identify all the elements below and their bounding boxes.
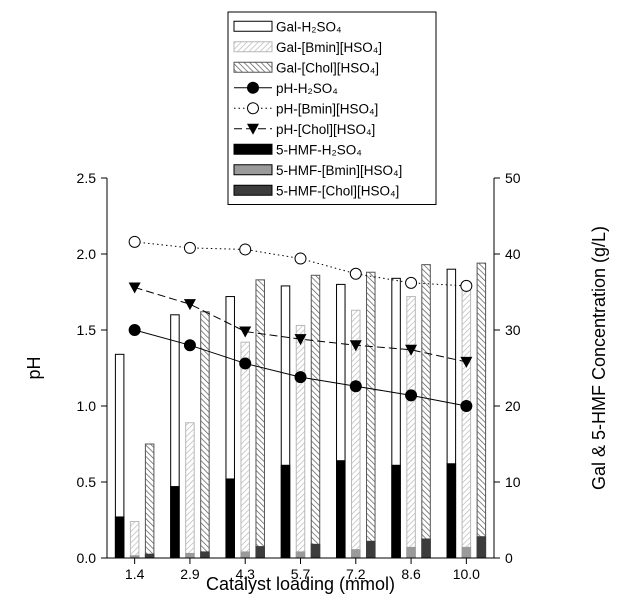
- bar-5-hmf-h2so4: [446, 463, 457, 559]
- bar-5-hmf-chol-hso4-: [366, 540, 376, 559]
- legend-swatch-5-hmf-h-so-: [233, 143, 273, 155]
- bar-gal-bmin-hso4-: [185, 422, 195, 559]
- point-ph-chol-hso4-: [349, 340, 362, 352]
- point-ph-h2so4: [128, 324, 141, 336]
- y-tick-label-right: 50: [505, 170, 521, 186]
- bar-5-hmf-chol-hso4-: [310, 543, 321, 559]
- bar-gal-chol-hso4-: [421, 264, 431, 559]
- legend-label-ph-h-so-: pH-H₂SO₄: [276, 81, 338, 96]
- legend-label-5-hmf-bmin-hso-: 5-HMF-[Bmin][HSO₄]: [276, 163, 402, 178]
- y-axis-title-right: Gal & 5-HMF Concentration (g/L): [589, 226, 609, 490]
- bar-5-hmf-h2so4: [391, 464, 401, 559]
- x-tick-label: 2.9: [180, 566, 200, 582]
- bar-5-hmf-h2so4: [336, 460, 346, 559]
- y-tick-label-right: 10: [505, 474, 521, 490]
- y-tick-label-left: 0.0: [77, 550, 97, 566]
- y-tick-label-left: 1.0: [77, 398, 97, 414]
- bars-layer: [114, 262, 487, 559]
- legend-swatch-gal-h-so-: [233, 20, 273, 32]
- y-tick-label-right: 20: [505, 398, 521, 414]
- legend-label-ph-chol-hso-: pH-[Chol][HSO₄]: [276, 122, 375, 137]
- legend-swatch-5-hmf-chol-hso-: [233, 184, 273, 196]
- point-ph-h2so4: [294, 371, 307, 384]
- bar-gal-chol-hso4-: [310, 274, 321, 559]
- bar-5-hmf-chol-hso4-: [476, 536, 487, 559]
- point-ph-chol-hso4-: [128, 282, 141, 294]
- bar-5-hmf-h2so4: [114, 516, 125, 559]
- x-tick-label: 7.2: [346, 566, 366, 582]
- y-tick-label-right: 0: [505, 550, 513, 566]
- bar-5-hmf-h2so4: [170, 486, 180, 559]
- legend-label-ph-bmin-hso-: pH-[Bmin][HSO₄]: [276, 101, 378, 116]
- lines-layer: [128, 235, 473, 412]
- point-ph-h2so4: [460, 400, 473, 412]
- bar-5-hmf-bmin-hso4-: [461, 546, 472, 559]
- point-ph-chol-hso4-: [460, 356, 473, 368]
- bar-gal-chol-hso4-: [366, 271, 376, 559]
- bar-5-hmf-bmin-hso4-: [351, 549, 361, 559]
- legend-marker-ph-chol-hso-: [247, 123, 259, 135]
- bar-5-hmf-h2so4: [225, 478, 235, 559]
- axes-layer: 0.0 0.5 1.0 1.5 2.0 2.5 0 10 20 30 40 50 1.4 2.9 4.3 5.…: [24, 170, 609, 594]
- point-ph-h2so4: [405, 389, 418, 402]
- bar-gal-chol-hso4-: [255, 279, 265, 559]
- bar-5-hmf-bmin-hso4-: [240, 551, 250, 559]
- point-ph-bmin-hso4-: [128, 235, 141, 248]
- bar-5-hmf-chol-hso4-: [200, 551, 210, 559]
- legend-label-5-hmf-chol-hso-: 5-HMF-[Chol][HSO₄]: [276, 183, 399, 198]
- x-tick-label: 1.4: [125, 566, 145, 582]
- legend-label-gal-chol-hso-: Gal-[Chol][HSO₄]: [276, 60, 379, 75]
- y-tick-label-left: 2.0: [77, 246, 97, 262]
- point-ph-bmin-hso4-: [239, 243, 252, 256]
- point-ph-chol-hso4-: [239, 326, 252, 338]
- point-ph-chol-hso4-: [405, 344, 418, 356]
- bar-5-hmf-bmin-hso4-: [295, 551, 306, 559]
- legend: Gal-H₂SO₄ Gal-[Bmin][HSO₄] Gal-[Chol][HSO₄…: [227, 11, 437, 205]
- bar-5-hmf-bmin-hso4-: [185, 552, 195, 559]
- bar-5-hmf-bmin-hso4-: [406, 546, 416, 559]
- bar-gal-bmin-hso4-: [240, 341, 250, 559]
- point-ph-bmin-hso4-: [460, 279, 473, 292]
- bar-gal-chol-hso4-: [144, 443, 155, 559]
- point-ph-chol-hso4-: [183, 299, 196, 311]
- point-ph-bmin-hso4-: [405, 276, 418, 289]
- point-ph-bmin-hso4-: [349, 267, 362, 280]
- y-axis-title-left: pH: [24, 356, 44, 379]
- point-ph-bmin-hso4-: [294, 252, 307, 265]
- x-tick-label: 8.6: [401, 566, 421, 582]
- legend-swatch-gal-bmin-hso-: [233, 41, 273, 53]
- legend-label-5-hmf-h-so-: 5-HMF-H₂SO₄: [276, 142, 362, 157]
- y-tick-label-right: 30: [505, 322, 521, 338]
- y-tick-label-left: 0.5: [77, 474, 97, 490]
- legend-marker-ph-h-so-: [247, 81, 259, 94]
- bar-gal-bmin-hso4-: [406, 296, 416, 559]
- bar-5-hmf-h2so4: [280, 464, 291, 559]
- point-ph-bmin-hso4-: [183, 241, 196, 254]
- x-axis-title: Catalyst loading (mmol): [206, 574, 395, 594]
- point-ph-h2so4: [183, 339, 196, 352]
- x-tick-label: 5.7: [291, 566, 311, 582]
- bar-gal-chol-hso4-: [476, 262, 487, 559]
- point-ph-h2so4: [239, 357, 252, 370]
- legend-swatch-5-hmf-bmin-hso-: [233, 164, 273, 176]
- point-ph-chol-hso4-: [294, 334, 307, 346]
- bar-gal-bmin-hso4-: [461, 286, 472, 559]
- bar-gal-bmin-hso4-: [295, 324, 306, 559]
- x-tick-label: 10.0: [453, 566, 480, 582]
- bar-5-hmf-chol-hso4-: [255, 546, 265, 559]
- legend-swatch-gal-chol-hso-: [233, 61, 273, 73]
- y-tick-label-left: 1.5: [77, 322, 97, 338]
- point-ph-h2so4: [349, 380, 362, 393]
- legend-marker-ph-bmin-hso-: [247, 102, 259, 115]
- legend-label-gal-h-so-: Gal-H₂SO₄: [276, 19, 342, 34]
- legend-label-gal-bmin-hso-: Gal-[Bmin][HSO₄]: [276, 40, 382, 55]
- bar-5-hmf-chol-hso4-: [421, 538, 431, 559]
- y-tick-label-right: 40: [505, 246, 521, 262]
- bar-5-hmf-chol-hso4-: [144, 553, 155, 559]
- x-tick-label: 4.3: [235, 566, 255, 582]
- y-tick-label-left: 2.5: [77, 170, 97, 186]
- bar-gal-bmin-hso4-: [129, 521, 140, 559]
